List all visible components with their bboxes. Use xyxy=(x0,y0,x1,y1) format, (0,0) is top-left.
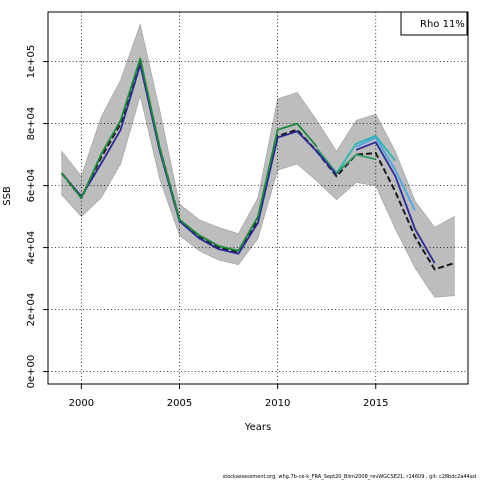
x-axis-title: Years xyxy=(244,422,271,433)
legend-text: Rho 11% xyxy=(420,19,465,30)
series-line-3 xyxy=(335,135,397,174)
series-line-4 xyxy=(316,147,376,175)
series-line-5 xyxy=(61,63,338,255)
confidence-band-layer xyxy=(61,22,455,298)
x-tick-label: 2005 xyxy=(167,398,192,409)
y-tick-label: 4e+04 xyxy=(26,231,37,265)
y-tick-label: 2e+04 xyxy=(26,293,37,327)
series-line-1 xyxy=(355,141,436,264)
series-layer xyxy=(60,57,455,271)
y-tick-label: 1e+05 xyxy=(26,45,37,79)
footer-note: stockassessment.org, whg.7b-ce-k_FRA_Sep… xyxy=(223,474,476,480)
confidence-band xyxy=(61,22,455,298)
legend: Rho 11% xyxy=(400,11,468,36)
grid-layer xyxy=(48,12,468,384)
y-axis: 0e+00 2e+04 4e+04 6e+04 8e+04 1e+05 xyxy=(26,45,48,389)
y-axis-title: SSB xyxy=(2,186,13,206)
x-tick-label: 2010 xyxy=(265,398,290,409)
plot-frame xyxy=(47,11,469,385)
y-tick-label: 6e+04 xyxy=(26,169,37,203)
y-tick-label: 8e+04 xyxy=(26,107,37,141)
y-tick-label: 0e+00 xyxy=(26,355,37,389)
series-line-2 xyxy=(355,136,416,211)
x-tick-label: 2015 xyxy=(363,398,388,409)
series-line-6 xyxy=(61,57,318,252)
x-tick-label: 2000 xyxy=(69,398,94,409)
legend-box xyxy=(400,11,468,36)
x-axis: 2000 2005 2010 2015 xyxy=(69,384,388,409)
